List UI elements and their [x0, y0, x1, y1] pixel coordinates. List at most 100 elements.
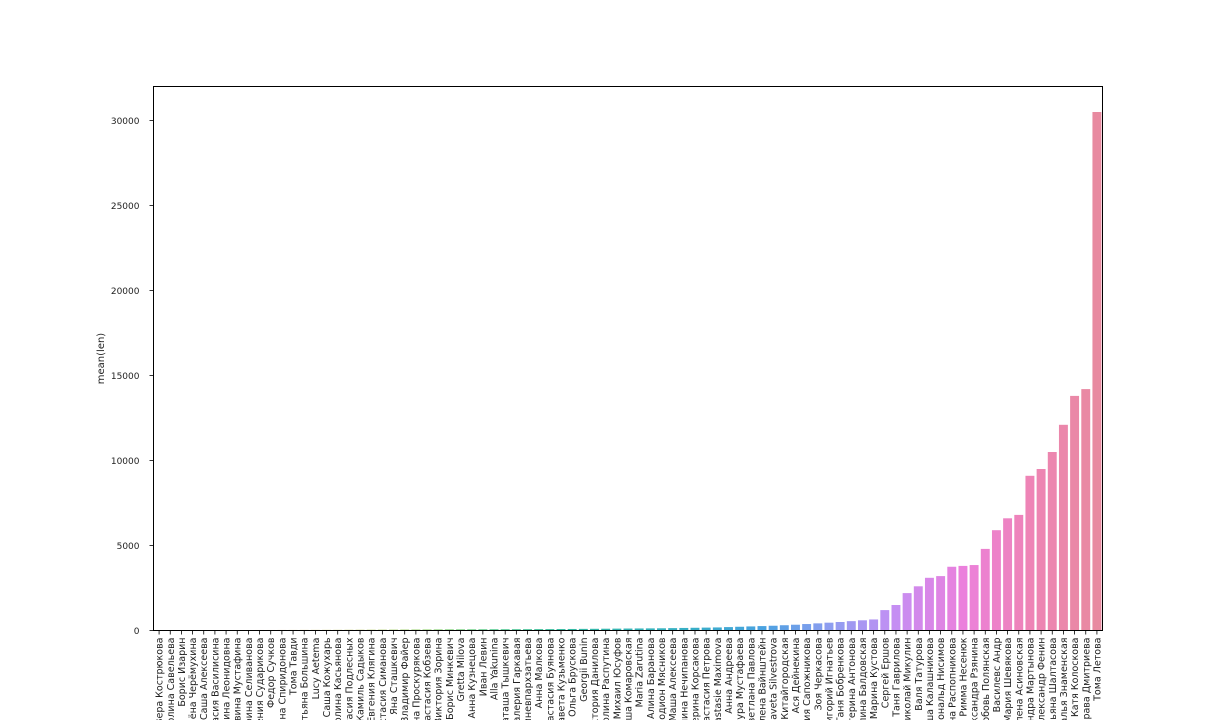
x-tick-label: Алёна Черёмухина: [188, 638, 199, 720]
x-tick-label: Мария Шевякова: [1003, 638, 1014, 720]
bar: [924, 577, 934, 631]
bar: [590, 628, 599, 631]
x-tick-label: Полина Балдовская: [858, 638, 869, 720]
bar: [857, 620, 867, 631]
x-tick-label: Сандра Мартынова: [1025, 638, 1036, 720]
bar: [467, 629, 477, 631]
x-tick-label: Gretta Milova: [456, 638, 467, 702]
x-tick-label: Елена Вайнштейн: [757, 638, 768, 720]
x-tick-label: Лаура Мустафаева: [735, 638, 746, 720]
x-tick-label: Николай Микулин: [903, 638, 914, 720]
x-tick-label: Анастасия Буянова: [545, 638, 556, 720]
x-tick-label: Любовь Полянская: [981, 638, 992, 720]
bar: [657, 628, 666, 631]
bar: [746, 626, 756, 631]
y-tick-label: 5000: [117, 542, 140, 552]
bar: [958, 565, 968, 631]
x-tick-label: Полина Распутина: [601, 638, 612, 720]
bar: [824, 622, 834, 631]
bar: [534, 629, 544, 631]
x-tick-label: Анна Малкова: [534, 638, 545, 709]
x-tick-label: Ольга Брускова: [568, 638, 579, 717]
x-tick-label: Иван Левин: [478, 638, 489, 697]
bar: [668, 628, 678, 631]
bar: [1003, 518, 1013, 631]
bar: [645, 628, 655, 631]
x-tick-label: Алина Баранова: [646, 638, 657, 719]
x-tick-label: Аминевпархзатьева: [523, 638, 534, 720]
x-tick-label: Рональд Нисимов: [936, 637, 947, 720]
x-tick-label: Римма Несенюк: [958, 637, 969, 716]
x-tick-label: Екатерина Антонова: [847, 638, 858, 720]
bar: [623, 628, 633, 631]
bar: [724, 627, 733, 631]
x-tick-label: Таня Бобренкова: [836, 638, 847, 720]
bar: [478, 629, 488, 631]
bar: [947, 566, 957, 631]
bar: [768, 625, 778, 631]
bar: [1047, 452, 1057, 631]
bar: [511, 629, 521, 631]
y-tick-label: 30000: [111, 117, 140, 127]
x-tick-label: Эльвина Мустафина: [233, 638, 244, 720]
bar: [980, 548, 990, 631]
x-tick-label: Александра Рзянина: [970, 638, 981, 720]
y-tick-label: 20000: [111, 287, 140, 297]
x-tick-label: Alla Yakunina: [490, 638, 501, 701]
bar: [523, 629, 532, 631]
x-tick-label: Григорий Игнатьев: [824, 637, 835, 720]
bar: [991, 530, 1001, 631]
bar: [489, 629, 499, 631]
x-tick-label: Маша Алексеева: [668, 638, 679, 720]
x-axis: Вера Кострюкова Полина Савельева Борис Иза…: [155, 630, 1103, 720]
x-tick-label: Валя Татурова: [914, 638, 925, 711]
x-tick-label: Anastasie Maximova: [713, 638, 724, 720]
bar: [791, 624, 800, 631]
x-tick-label: Мария Сапожникова: [802, 638, 813, 720]
bar: [712, 627, 722, 631]
x-tick-label: Марина Кустова: [869, 638, 880, 720]
x-tick-label: Анастасия Кобзева: [423, 638, 434, 720]
x-tick-label: Ася Дейнекина: [791, 638, 802, 714]
x-tick-label: Владимир Файер: [400, 638, 411, 720]
bar: [846, 621, 856, 631]
x-tick-label: Борис Минкевич: [445, 638, 456, 720]
bar: [456, 629, 465, 631]
y-tick-label: 0: [134, 627, 140, 637]
x-tick-label: Анастасия Подлесных: [344, 637, 355, 720]
x-tick-label: Тома Летова: [1092, 638, 1103, 702]
plot-frame: [153, 86, 1103, 631]
bar: [969, 565, 979, 631]
x-tick-label: Саша Кожухарь: [322, 637, 333, 717]
x-tick-label: Татьяна Большина: [300, 638, 311, 720]
x-tick-label: Анастасия Петрова: [702, 638, 713, 720]
x-tick-label: Екатерина Корсакова: [690, 638, 701, 720]
x-tick-label: Евгения Сударикова: [255, 638, 266, 720]
bar: [1014, 514, 1024, 631]
x-tick-label: Полина Леонидовна: [222, 638, 233, 720]
y-axis-label: mean(len): [96, 333, 107, 385]
bar: [578, 628, 588, 631]
x-tick-label: Катя Колоскова: [1070, 638, 1081, 717]
bar: [902, 593, 912, 631]
x-tick-label: Татьяна Шалтасова: [1048, 638, 1059, 720]
x-tick-label: Наталья Знаменская: [1059, 638, 1070, 720]
x-tick-label: Виктория Данилова: [590, 638, 601, 720]
bar: [757, 626, 767, 631]
x-tick-label: Вера Кострюкова: [155, 638, 166, 720]
bar: [779, 625, 789, 631]
x-tick-label: Марина Селиванова: [244, 638, 255, 720]
x-tick-label: Яна Сташкевич: [389, 638, 400, 715]
x-tick-label: Виктория Зорина: [434, 638, 445, 720]
bar: [869, 619, 879, 631]
x-tick-label: Александр Фенин: [1037, 638, 1048, 720]
bar: [701, 627, 711, 631]
bar: [634, 628, 644, 631]
bar: [880, 610, 890, 631]
bar: [612, 628, 622, 631]
x-tick-label: Georgii Bunin: [579, 638, 590, 702]
x-tick-label: Федор Сучков: [266, 637, 277, 708]
x-tick-label: Маша Калашникова: [925, 638, 936, 720]
bar: [1081, 389, 1091, 631]
x-tick-label: Светлана Павлова: [746, 638, 757, 720]
